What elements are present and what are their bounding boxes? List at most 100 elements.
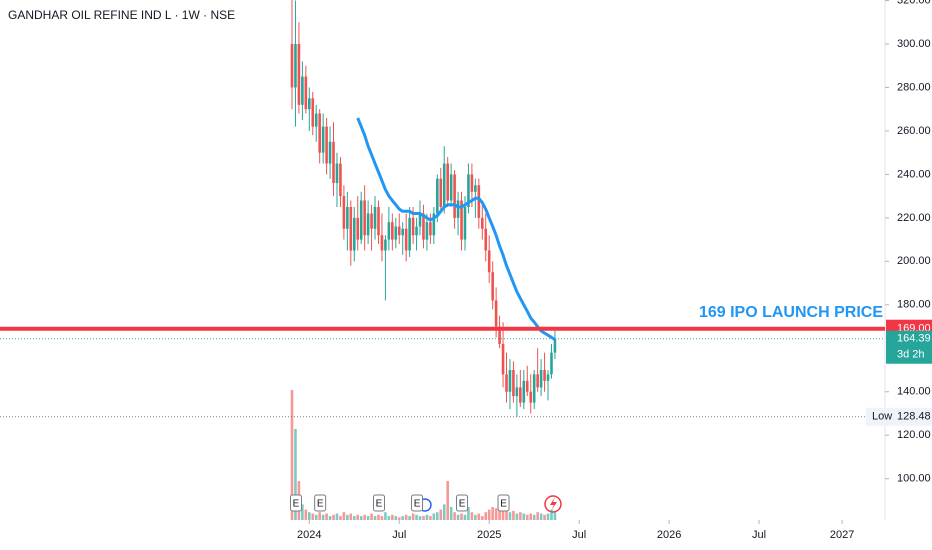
- volume-bar: [515, 513, 519, 520]
- candle-body: [373, 206, 377, 229]
- candle-body: [442, 163, 446, 207]
- volume-bar: [529, 513, 533, 520]
- volume-bar: [463, 514, 467, 520]
- candle-body: [370, 213, 373, 229]
- volume-bar: [418, 516, 422, 520]
- earnings-box[interactable]: [314, 494, 327, 512]
- volume-bar: [328, 516, 332, 520]
- x-tick-label: 2025: [477, 529, 501, 541]
- earnings-box[interactable]: [372, 494, 385, 512]
- volume-bar: [446, 481, 449, 520]
- volume-bar: [449, 507, 453, 520]
- volume-bar: [539, 513, 543, 520]
- x-tick-label: Jul: [392, 529, 406, 541]
- volume-bar: [314, 514, 318, 520]
- volume-bar: [366, 516, 370, 520]
- earnings-box[interactable]: [497, 494, 510, 512]
- volume-bar: [453, 512, 456, 520]
- candle-body: [453, 174, 456, 218]
- volume-bar: [432, 513, 436, 520]
- candle-body: [294, 43, 297, 88]
- candle-body: [387, 222, 391, 240]
- candle-body: [463, 206, 467, 240]
- earnings-label: E: [459, 499, 466, 510]
- candle-body: [335, 163, 339, 184]
- candle-body: [525, 380, 529, 392]
- candle-body: [494, 300, 498, 327]
- candle-body: [474, 185, 477, 192]
- volume-bar: [525, 514, 529, 520]
- candle-body: [553, 338, 557, 353]
- candle-body: [536, 374, 539, 388]
- volume-bar: [474, 514, 477, 520]
- volume-bar: [422, 516, 425, 520]
- y-tick-label: 260.00: [897, 125, 931, 137]
- volume-bar: [346, 514, 349, 520]
- y-tick-label: 200.00: [897, 255, 931, 267]
- volume-bar: [536, 512, 539, 520]
- low-box: [866, 407, 932, 426]
- volume-bar: [522, 513, 526, 520]
- candle-body: [508, 370, 512, 392]
- candle-body: [449, 174, 453, 201]
- x-tick-label: 2026: [657, 529, 681, 541]
- candle-body: [484, 228, 488, 251]
- candle-body: [498, 326, 501, 344]
- earnings-label: E: [376, 499, 383, 510]
- candle-body: [522, 380, 526, 403]
- y-tick-label: 220.00: [897, 212, 931, 224]
- volume-bar: [408, 516, 411, 520]
- candle-body: [477, 185, 481, 218]
- candle-body: [429, 222, 432, 236]
- earnings-box[interactable]: [289, 494, 302, 512]
- y-tick-label: 180.00: [897, 299, 931, 311]
- candle-body: [332, 141, 335, 184]
- candle-body: [408, 217, 411, 251]
- candle-body: [328, 141, 332, 164]
- x-tick-label: 2027: [830, 529, 854, 541]
- candle-body: [377, 206, 380, 236]
- candle-body: [415, 226, 418, 236]
- volume-bar: [294, 429, 297, 520]
- low-text: Low: [872, 411, 892, 423]
- volume-bar: [425, 514, 429, 520]
- y-tick-label: 320.00: [897, 0, 931, 6]
- volume-bar: [321, 514, 325, 520]
- candle-body: [529, 391, 533, 403]
- volume-bar: [377, 514, 380, 520]
- volume-bar: [318, 512, 321, 520]
- candle-body: [422, 213, 425, 240]
- candle-body: [456, 200, 460, 218]
- volume-bar: [356, 514, 360, 520]
- y-tick-label: 280.00: [897, 81, 931, 93]
- candle-body: [356, 217, 360, 240]
- volume-bar: [487, 509, 491, 520]
- volume-bar: [332, 514, 335, 520]
- earnings-box[interactable]: [456, 494, 469, 512]
- volume-bar: [301, 504, 304, 520]
- volume-bar: [512, 510, 515, 520]
- ipo-line-text: 169 IPO LAUNCH PRICE: [699, 304, 883, 321]
- earnings-box[interactable]: [411, 494, 424, 512]
- volume-bar: [387, 516, 391, 520]
- volume-bar: [456, 514, 460, 520]
- volume-bar: [477, 513, 481, 520]
- candle-body: [301, 76, 304, 105]
- last-price-label: 164.39: [897, 333, 931, 345]
- volume-bar: [352, 516, 356, 520]
- y-tick-label: 300.00: [897, 38, 931, 50]
- countdown-label: 3d 2h: [897, 349, 925, 361]
- volume-bar: [501, 504, 505, 520]
- volume-bar: [397, 517, 401, 520]
- candle-body: [512, 370, 515, 397]
- candle-body: [515, 387, 519, 397]
- candle-body: [418, 213, 422, 227]
- volume-bar: [519, 512, 522, 520]
- candle-body: [391, 222, 394, 240]
- last-price-box: [886, 330, 932, 364]
- candle-body: [359, 200, 363, 240]
- y-tick-label: 120.00: [897, 429, 931, 441]
- candle-body: [470, 174, 474, 192]
